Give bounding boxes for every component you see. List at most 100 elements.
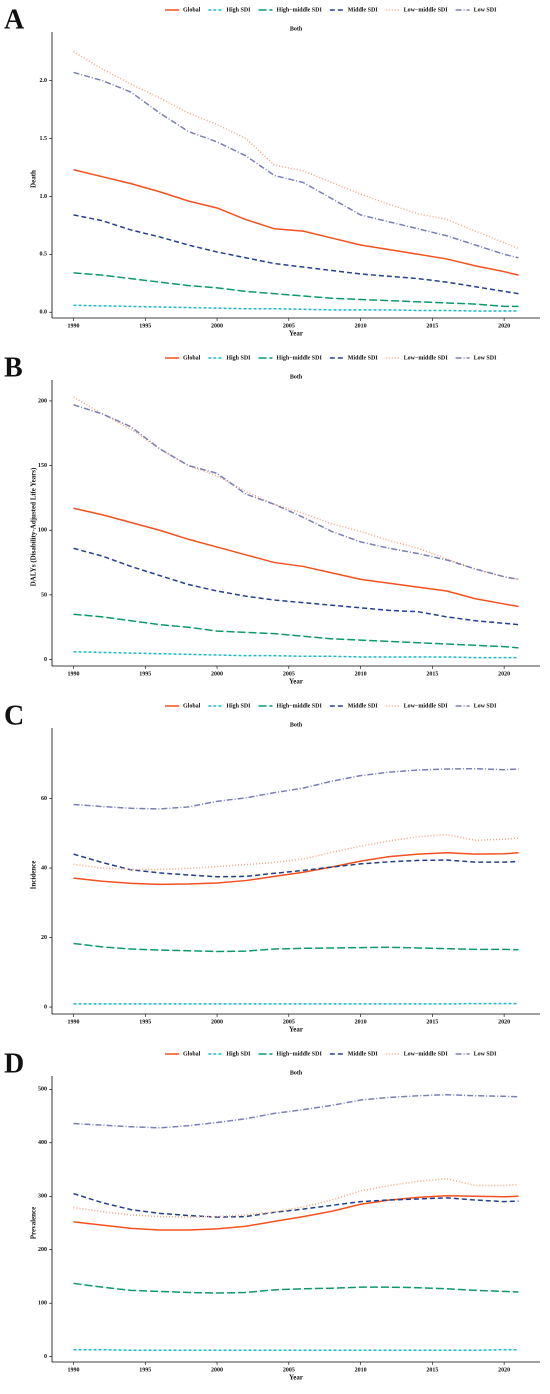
- chart-title: Both: [290, 1070, 303, 1076]
- y-axis-title: Incidence: [30, 861, 38, 890]
- legend-label: High−middle SDI: [277, 7, 323, 13]
- y-tick-label: 2.0: [40, 78, 48, 84]
- y-tick-label: 200: [38, 1247, 47, 1253]
- legend-label: High−middle SDI: [277, 355, 323, 361]
- series-line: [73, 613, 519, 649]
- x-tick-label: 2000: [211, 671, 223, 677]
- y-tick-label: 20: [41, 935, 47, 941]
- panel: A Both Global High SDI High−middle SDI Middle…: [4, 4, 540, 338]
- legend-label: High−middle SDI: [277, 703, 323, 709]
- x-tick-label: 2015: [426, 671, 438, 677]
- y-tick-label: 60: [41, 796, 47, 802]
- legend-label: Middle SDI: [348, 7, 379, 13]
- x-tick-label: 2015: [426, 323, 438, 329]
- series-line: [73, 1348, 519, 1351]
- x-tick-label: 2010: [355, 323, 367, 329]
- legend-label: Global: [183, 355, 201, 361]
- x-tick-label: 1990: [68, 1019, 80, 1025]
- x-tick-label: 1995: [139, 323, 151, 329]
- legend-label: Low SDI: [474, 703, 498, 709]
- x-tick-label: 2010: [355, 671, 367, 677]
- y-tick-label: 1.5: [40, 136, 48, 142]
- legend-label: Global: [183, 1051, 201, 1057]
- legend-label: Low−middle SDI: [404, 7, 449, 13]
- y-axis-title: Death: [30, 170, 38, 188]
- series-line: [73, 1093, 519, 1129]
- x-tick-label: 1990: [68, 1367, 80, 1373]
- series-line: [73, 1177, 519, 1218]
- y-tick-label: 150: [38, 463, 47, 469]
- y-tick-label: 0: [44, 1354, 47, 1360]
- y-tick-label: 100: [38, 528, 47, 534]
- legend-label: Global: [183, 7, 201, 13]
- legend-label: Low−middle SDI: [404, 1051, 449, 1057]
- x-tick-label: 1990: [68, 671, 80, 677]
- legend-label: Middle SDI: [348, 703, 379, 709]
- legend-label: Low SDI: [474, 1051, 498, 1057]
- panel: C Both Global High SDI High−middle SDI Middle…: [4, 700, 540, 1034]
- y-tick-label: 1.0: [40, 194, 48, 200]
- legend-label: Global: [183, 703, 201, 709]
- y-tick-label: 50: [41, 592, 47, 598]
- series-line: [73, 853, 519, 878]
- y-tick-label: 0.0: [40, 310, 48, 316]
- chart-title: Both: [290, 26, 303, 32]
- series-line: [73, 396, 519, 581]
- legend-label: Low−middle SDI: [404, 355, 449, 361]
- series-line: [73, 507, 519, 608]
- x-axis-title: Year: [289, 1374, 303, 1382]
- series-line: [73, 1282, 519, 1294]
- y-axis-title: DALYs (Disability-Adjusted Life Years): [30, 467, 38, 586]
- series-line: [73, 214, 519, 295]
- x-tick-label: 1995: [139, 671, 151, 677]
- x-tick-label: 2020: [498, 671, 510, 677]
- x-tick-label: 2020: [498, 1367, 510, 1373]
- x-tick-label: 2000: [211, 1019, 223, 1025]
- y-axis-title: Prevalence: [30, 1207, 38, 1240]
- legend-label: Low SDI: [474, 355, 498, 361]
- x-axis-title: Year: [289, 678, 303, 686]
- series-line: [73, 71, 519, 259]
- series-line: [73, 651, 519, 659]
- legend-label: High SDI: [226, 7, 251, 13]
- legend-label: Middle SDI: [348, 1051, 379, 1057]
- x-tick-label: 1990: [68, 323, 80, 329]
- series-line: [73, 50, 519, 250]
- x-tick-label: 2005: [283, 1367, 295, 1373]
- y-tick-label: 0: [44, 1004, 47, 1010]
- series-line: [73, 852, 519, 886]
- chart-title: Both: [290, 722, 303, 728]
- series-line: [73, 272, 519, 308]
- panel-letter: D: [4, 1048, 24, 1079]
- x-tick-label: 2010: [355, 1367, 367, 1373]
- panel: D Both Global High SDI High−middle SDI Middle…: [4, 1048, 540, 1382]
- legend-label: High−middle SDI: [277, 1051, 323, 1057]
- x-tick-label: 2020: [498, 323, 510, 329]
- x-tick-label: 1995: [139, 1019, 151, 1025]
- y-tick-label: 40: [41, 865, 47, 871]
- panel-letter: B: [4, 352, 23, 383]
- series-line: [73, 404, 519, 581]
- legend-label: Low SDI: [474, 7, 498, 13]
- x-tick-label: 2000: [211, 323, 223, 329]
- y-tick-label: 0.5: [40, 252, 48, 258]
- x-tick-label: 2020: [498, 1019, 510, 1025]
- x-axis-title: Year: [289, 1026, 303, 1034]
- legend-label: High SDI: [226, 355, 251, 361]
- panel-letter: C: [4, 700, 24, 731]
- x-tick-label: 2005: [283, 1019, 295, 1025]
- x-axis-title: Year: [289, 330, 303, 338]
- series-line: [73, 547, 519, 626]
- series-line: [73, 304, 519, 312]
- panel-letter: A: [4, 4, 25, 35]
- series-line: [73, 1194, 519, 1231]
- x-tick-label: 2005: [283, 323, 295, 329]
- y-tick-label: 100: [38, 1301, 47, 1307]
- y-tick-label: 0: [44, 657, 47, 663]
- y-tick-label: 200: [38, 398, 47, 404]
- series-line: [73, 1192, 519, 1218]
- y-tick-label: 300: [38, 1194, 47, 1200]
- x-tick-label: 2010: [355, 1019, 367, 1025]
- x-tick-label: 2000: [211, 1367, 223, 1373]
